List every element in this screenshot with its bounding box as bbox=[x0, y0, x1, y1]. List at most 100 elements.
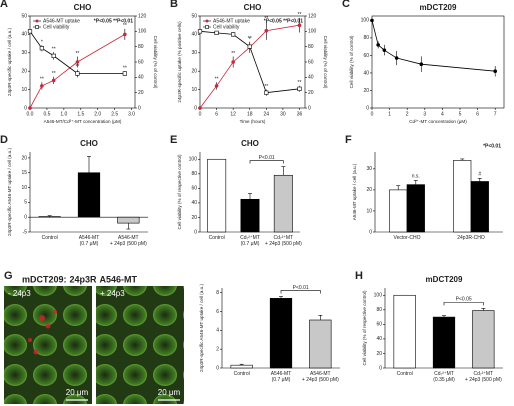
series-line bbox=[199, 24, 300, 109]
bar bbox=[230, 364, 253, 369]
x-axis-label: A546-MT/Cd²⁺-MT concentration (μM) bbox=[44, 119, 122, 124]
series-line bbox=[199, 30, 300, 94]
y2-axis-label: Cell viability (% of control) bbox=[153, 36, 158, 89]
y-tick-label: 100 bbox=[189, 157, 198, 163]
x-tick-label: 2.0 bbox=[94, 111, 101, 117]
y-tick-label: 10 bbox=[21, 87, 27, 93]
significance: ** bbox=[215, 77, 219, 83]
legend-label: A546-MT uptake bbox=[43, 18, 80, 24]
panel-label: G bbox=[4, 270, 13, 282]
x-tick-label: 18 bbox=[247, 111, 253, 117]
marker bbox=[51, 53, 56, 58]
x-tick-label: Control bbox=[209, 235, 225, 241]
bar bbox=[240, 198, 260, 233]
y2-tick-label: 80 bbox=[138, 44, 144, 50]
significance: ** bbox=[40, 77, 44, 83]
x-tick-label: A546-MT + 24p3 (500 pM) bbox=[302, 371, 339, 383]
y-tick-label: 20 bbox=[366, 187, 372, 193]
bar bbox=[77, 172, 101, 218]
bar bbox=[406, 184, 425, 233]
x-tick-label: Cd₇²⁺MT (0.7 μM) bbox=[240, 235, 260, 247]
legend-label: Cell viability bbox=[43, 24, 70, 30]
legend-marker bbox=[205, 19, 209, 23]
bracket-label: P<0.01 bbox=[259, 155, 275, 161]
legend-label: Cell viability bbox=[213, 24, 240, 30]
series-line bbox=[371, 20, 496, 72]
y-axis-label: Cell viability (% of control) bbox=[349, 35, 354, 88]
y2-tick-label: 80 bbox=[308, 44, 314, 50]
legend-label: A546-MT uptake bbox=[213, 18, 250, 24]
y2-tick-label: 40 bbox=[308, 75, 314, 81]
x-tick-label: Cd₇²⁺MT (0.35 μM) bbox=[433, 371, 455, 383]
bar bbox=[269, 298, 293, 369]
marker bbox=[214, 84, 219, 88]
significance: # bbox=[478, 172, 481, 178]
y2-tick-label: 60 bbox=[308, 59, 314, 65]
y2-axis-label: Cell viability (% of control) bbox=[323, 36, 328, 89]
marker bbox=[27, 29, 33, 34]
y-tick-label: 30 bbox=[366, 166, 372, 172]
y-axis-label: 24p3R-specific A546-MT uptake / cell (a.… bbox=[7, 148, 12, 236]
y-tick-label: 30 bbox=[21, 50, 27, 56]
y-tick-label: 40 bbox=[191, 200, 197, 206]
y-tick-label: 0 bbox=[369, 229, 372, 235]
bar bbox=[453, 160, 472, 233]
significance: ** bbox=[123, 23, 127, 29]
legend-marker bbox=[35, 25, 39, 29]
x-tick-label: A546-MT (0.7 μM) bbox=[271, 371, 292, 383]
x-tick-label: 3.0 bbox=[128, 111, 135, 117]
y-tick-label: 100 bbox=[374, 293, 383, 299]
y-tick-label: 10 bbox=[191, 87, 197, 93]
marker bbox=[40, 84, 44, 88]
bar bbox=[472, 310, 495, 369]
chart-title: CHO bbox=[80, 139, 98, 148]
panel-label: E bbox=[170, 134, 177, 146]
y-tick-label: 5 bbox=[24, 200, 27, 206]
bar bbox=[393, 294, 416, 369]
marker bbox=[231, 60, 235, 64]
panel-label: C bbox=[342, 0, 350, 10]
panel-label: H bbox=[355, 270, 363, 282]
x-tick-label: 7 bbox=[494, 111, 497, 117]
y-tick-label: 40 bbox=[21, 32, 27, 38]
x-tick-label: Cd₇²⁺MT + 24p3 (500 pM) bbox=[465, 371, 502, 383]
y-tick-label: 20 bbox=[21, 155, 27, 161]
note: *P<0.01 bbox=[483, 143, 501, 149]
marker bbox=[28, 106, 32, 110]
marker bbox=[231, 32, 236, 37]
y2-tick-label: 100 bbox=[308, 29, 317, 35]
y-axis-label: 24p3R-specific uptake (% positive cells) bbox=[177, 21, 182, 103]
bar bbox=[273, 174, 293, 233]
bar bbox=[207, 158, 227, 233]
marker bbox=[376, 43, 380, 47]
x-tick-label: Control bbox=[397, 371, 413, 377]
panel-label: B bbox=[170, 0, 178, 10]
x-tick-label: A546-MT + 24p3 (500 pM) bbox=[110, 235, 147, 247]
x-tick-label: 0.5 bbox=[43, 111, 50, 117]
bar bbox=[309, 319, 332, 369]
significance: ** bbox=[52, 46, 56, 52]
marker bbox=[370, 18, 374, 23]
marker bbox=[75, 71, 80, 76]
y-tick-label: 40 bbox=[376, 336, 382, 342]
x-tick-label: Vector-CHO bbox=[394, 235, 421, 241]
scale-bar-label: 20 μm bbox=[66, 388, 89, 397]
bracket-label: P<0.01 bbox=[293, 285, 309, 291]
bar bbox=[470, 181, 489, 233]
bar bbox=[38, 216, 61, 218]
chart-title: mDCT209 bbox=[426, 275, 463, 284]
y-tick-label: 40 bbox=[363, 70, 369, 76]
marker bbox=[247, 44, 252, 49]
marker bbox=[419, 62, 424, 66]
y-tick-label: 2 bbox=[216, 347, 219, 353]
significance: * bbox=[249, 37, 251, 43]
y-tick-label: 0 bbox=[216, 365, 219, 371]
marker bbox=[198, 106, 202, 110]
x-tick-label: 5 bbox=[459, 111, 462, 117]
y-tick-label: 30 bbox=[191, 50, 197, 56]
x-tick-label: 1 bbox=[388, 111, 391, 117]
y-tick-label: 0 bbox=[24, 105, 27, 111]
y2-tick-label: 40 bbox=[138, 75, 144, 81]
